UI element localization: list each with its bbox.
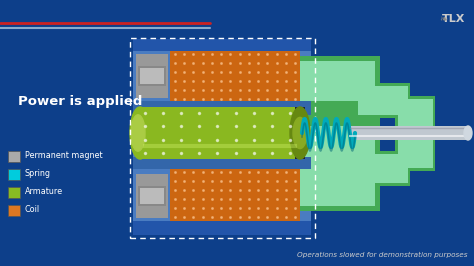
Bar xyxy=(138,66,166,86)
Bar xyxy=(8,151,20,161)
Bar xyxy=(300,61,375,101)
Bar xyxy=(358,86,408,115)
Bar xyxy=(355,151,410,186)
Ellipse shape xyxy=(290,107,310,159)
Text: Power is applied: Power is applied xyxy=(18,94,142,107)
Bar xyxy=(136,54,168,98)
Bar xyxy=(395,96,435,171)
Ellipse shape xyxy=(131,115,145,151)
Text: Coil: Coil xyxy=(25,206,40,214)
Bar xyxy=(140,107,300,159)
Bar xyxy=(358,154,408,183)
Bar xyxy=(170,51,300,103)
Bar xyxy=(355,83,410,118)
Bar xyxy=(136,174,168,218)
Bar xyxy=(295,107,305,159)
Bar xyxy=(300,126,375,206)
Bar xyxy=(140,188,164,204)
Ellipse shape xyxy=(130,107,150,159)
Bar xyxy=(170,169,300,221)
Bar xyxy=(133,41,311,235)
Bar xyxy=(133,101,311,115)
Bar xyxy=(8,168,20,180)
Text: ❧: ❧ xyxy=(439,14,447,24)
Text: TLX: TLX xyxy=(442,14,465,24)
Bar xyxy=(130,38,315,238)
Bar xyxy=(140,68,164,84)
Text: Armature: Armature xyxy=(25,188,63,197)
Text: Permanent magnet: Permanent magnet xyxy=(25,152,103,160)
Bar xyxy=(133,221,311,235)
Text: Operations slowed for demonstration purposes: Operations slowed for demonstration purp… xyxy=(298,252,468,258)
Bar xyxy=(295,56,380,211)
Bar xyxy=(138,186,166,206)
Bar xyxy=(133,157,311,169)
Bar xyxy=(8,205,20,215)
Bar xyxy=(350,126,470,140)
Ellipse shape xyxy=(464,126,472,140)
Bar xyxy=(398,99,433,168)
Text: Spring: Spring xyxy=(25,169,51,178)
Bar xyxy=(8,186,20,197)
Ellipse shape xyxy=(293,117,307,149)
Bar xyxy=(133,39,311,51)
